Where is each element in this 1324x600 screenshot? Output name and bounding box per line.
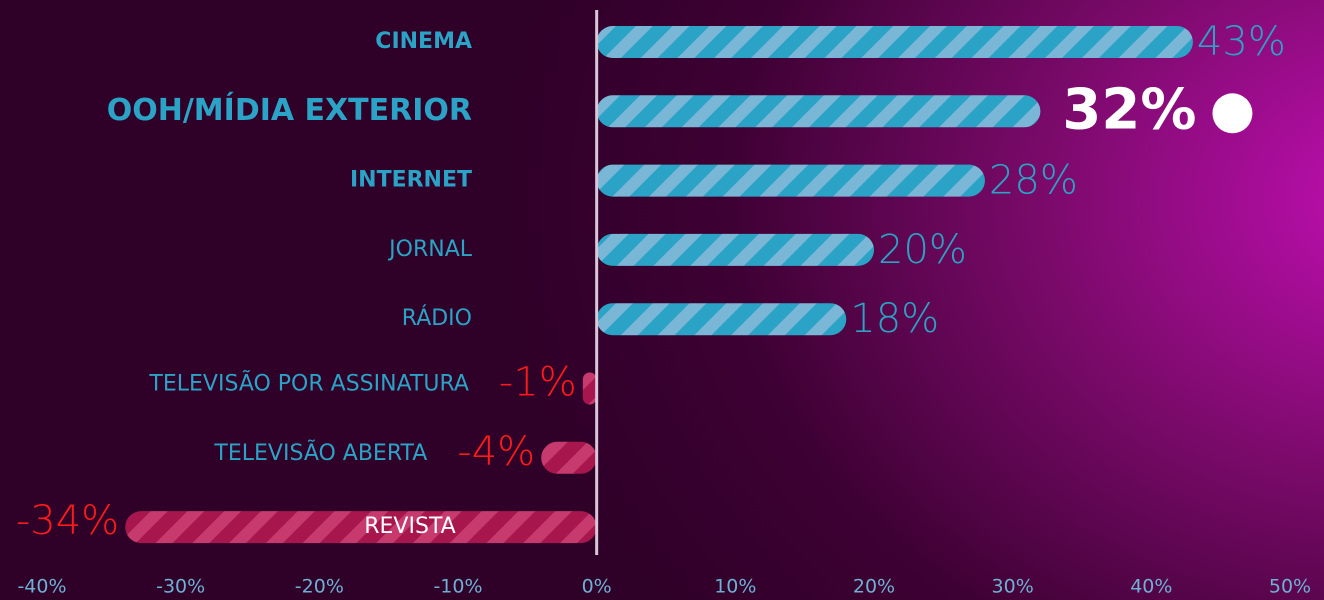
bar (541, 441, 597, 474)
category-label: TELEVISÃO POR ASSINATURA (148, 370, 469, 397)
category-label: JORNAL (387, 237, 473, 262)
category-label: INTERNET (350, 168, 472, 193)
x-tick-label: 40% (1130, 576, 1172, 598)
x-tick-label: -30% (156, 576, 205, 598)
bar (582, 372, 597, 405)
bar (596, 233, 874, 266)
highlight-dot (1212, 93, 1253, 134)
category-label: CINEMA (375, 29, 472, 54)
category-label: OOH/MÍDIA EXTERIOR (107, 92, 472, 128)
value-label: -4% (457, 429, 535, 475)
value-label: 43% (1197, 19, 1286, 65)
bar (125, 511, 597, 544)
x-tick-label: 50% (1269, 576, 1311, 598)
bar (596, 303, 847, 336)
x-tick-label: 20% (853, 576, 895, 598)
category-label: TELEVISÃO ABERTA (213, 439, 427, 466)
bar (596, 164, 985, 197)
x-tick-label: -40% (17, 576, 66, 598)
bar (596, 95, 1041, 128)
value-label: -1% (499, 360, 577, 406)
category-label: REVISTA (364, 514, 455, 539)
value-label: -34% (16, 498, 119, 544)
x-tick-label: -10% (433, 576, 482, 598)
x-tick-label: 30% (992, 576, 1034, 598)
value-label: 32% (1062, 77, 1196, 142)
bar (596, 26, 1193, 58)
category-label: RÁDIO (402, 305, 472, 331)
value-label: 28% (989, 158, 1078, 204)
value-label: 18% (850, 296, 939, 342)
value-label: 20% (878, 227, 967, 273)
x-tick-label: -20% (295, 576, 344, 598)
x-tick-label: 10% (714, 576, 756, 598)
x-tick-label: 0% (582, 576, 612, 598)
